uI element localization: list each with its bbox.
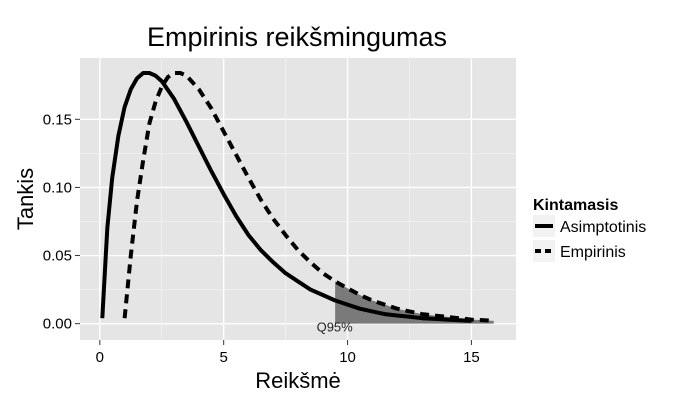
y-tick-label: 0.10 <box>43 179 72 196</box>
shaded-region-label: Q95% <box>317 320 354 335</box>
y-axis-ticks: 0.00 0.05 0.10 0.15 <box>43 111 80 333</box>
x-axis-title: Reikšmė <box>255 368 341 393</box>
legend-key-empirinis <box>533 240 555 262</box>
y-tick-label: 0.00 <box>43 316 72 333</box>
legend-label-asimptotinis: Asimptotinis <box>560 219 646 236</box>
y-tick-label: 0.05 <box>43 248 72 265</box>
x-axis-ticks: 0 5 10 15 <box>96 340 480 366</box>
x-tick-label: 10 <box>339 349 356 366</box>
plot-panel <box>80 58 516 340</box>
annotation-layer: Q95% <box>317 320 354 335</box>
series-line-empirinis <box>122 71 494 323</box>
x-tick-label: 0 <box>96 349 104 366</box>
x-tick-label: 15 <box>463 349 480 366</box>
series-line-asimptotinis <box>100 71 472 323</box>
chart-title: Empirinis reikšmingumas <box>147 22 447 52</box>
legend: Kintamasis Asimptotinis Empirinis <box>533 197 646 262</box>
series-layer <box>100 71 494 323</box>
y-tick-label: 0.15 <box>43 111 72 128</box>
legend-label-empirinis: Empirinis <box>560 244 626 261</box>
x-tick-label: 5 <box>220 349 228 366</box>
y-axis-title: Tankis <box>13 168 38 230</box>
grid-lines <box>80 58 516 340</box>
legend-title: Kintamasis <box>533 197 618 214</box>
